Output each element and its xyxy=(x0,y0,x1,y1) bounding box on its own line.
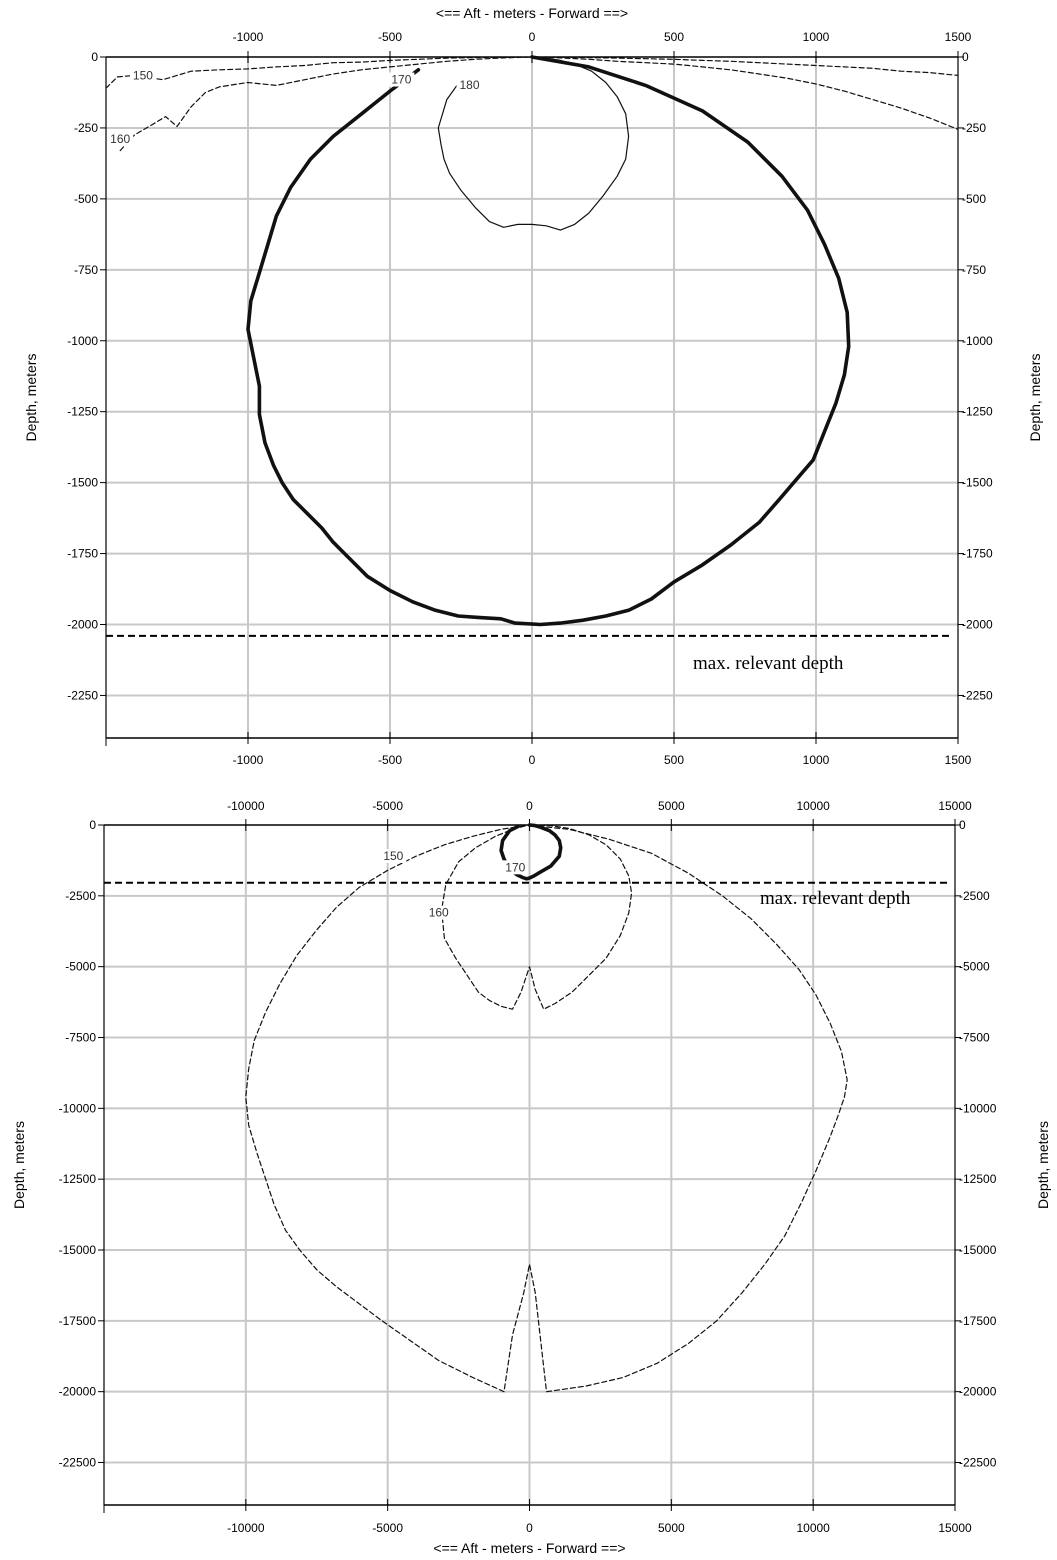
y-tick-label-left: -7500 xyxy=(65,1031,96,1045)
y-tick-label-right: -1000 xyxy=(962,334,993,348)
x-tick-label-top: 1000 xyxy=(803,30,830,44)
y-tick-label-right: -17500 xyxy=(959,1314,997,1328)
contour-label-180: 180 xyxy=(460,78,480,92)
contour-line-160 xyxy=(441,824,633,1010)
contour-label-bg-170 xyxy=(502,860,529,875)
contour-label-bg-170 xyxy=(388,72,415,87)
x-tick-label-top: 10000 xyxy=(796,799,830,813)
contour-line-170 xyxy=(499,823,563,881)
x-tick-label-bottom: -5000 xyxy=(372,1521,403,1535)
y-tick-label-left: -10000 xyxy=(59,1101,97,1115)
y-axis-title-left: Depth, meters xyxy=(11,1121,27,1209)
y-tick-label-left: -1500 xyxy=(67,476,98,490)
y-tick-label-right: -15000 xyxy=(959,1243,997,1257)
contour-label-bg-150 xyxy=(129,68,156,83)
bottom-panel: -10000 -10000 -5000 -5000 0 0 5000 5000 10000 100… xyxy=(11,799,1051,1556)
contour-label-150: 150 xyxy=(383,849,403,863)
x-tick-label-top: 0 xyxy=(529,30,536,44)
x-axis-title-bottom: <== Aft - meters - Forward ==> xyxy=(433,1540,625,1556)
x-tick-label-bottom: 0 xyxy=(526,1521,533,1535)
y-tick-label-right: -1250 xyxy=(962,405,993,419)
contour-label-170: 170 xyxy=(391,73,411,87)
x-tick-label-top: -10000 xyxy=(227,799,265,813)
contour-line-180 xyxy=(437,56,630,231)
x-tick-label-top: 0 xyxy=(526,799,533,813)
y-tick-label-left: -250 xyxy=(74,121,98,135)
x-tick-label-bottom: 10000 xyxy=(796,1521,830,1535)
contour-line-160 xyxy=(119,56,958,152)
contour-label-bg-150 xyxy=(380,849,407,863)
y-tick-label-right: -1500 xyxy=(962,476,993,490)
y-tick-label-right: -750 xyxy=(962,263,986,277)
y-tick-label-right: -250 xyxy=(962,121,986,135)
y-tick-label-left: -17500 xyxy=(59,1314,97,1328)
contour-line-150 xyxy=(245,825,848,1393)
y-tick-label-right: -2000 xyxy=(962,618,993,632)
contour-label-150: 150 xyxy=(133,68,153,82)
x-tick-label-bottom: 500 xyxy=(664,753,684,767)
x-tick-label-bottom: 5000 xyxy=(658,1521,685,1535)
y-tick-label-right: -2250 xyxy=(962,688,993,702)
y-tick-label-left: -22500 xyxy=(59,1456,97,1470)
y-tick-label-left: -750 xyxy=(74,263,98,277)
y-tick-label-right: -500 xyxy=(962,192,986,206)
y-tick-label-left: -5000 xyxy=(65,960,96,974)
max-relevant-depth-label: max. relevant depth xyxy=(760,888,911,909)
y-tick-label-left: -2250 xyxy=(67,688,98,702)
x-tick-label-top: -5000 xyxy=(372,799,403,813)
y-tick-label-left: -1250 xyxy=(67,405,98,419)
x-tick-label-top: -1000 xyxy=(233,30,264,44)
x-tick-label-top: 15000 xyxy=(938,799,972,813)
x-axis-title-top: <== Aft - meters - Forward ==> xyxy=(436,5,628,21)
y-axis-title-right: Depth, meters xyxy=(1035,1121,1051,1209)
y-axis-title-right: Depth, meters xyxy=(1027,354,1043,442)
contour-label-bg-160 xyxy=(107,132,134,147)
top-panel: -1000-1000-500-5000050050010001000150015… xyxy=(23,5,1043,767)
x-tick-label-bottom: 1000 xyxy=(803,753,830,767)
contour-label-bg-160 xyxy=(425,905,452,920)
x-tick-label-top: -500 xyxy=(378,30,402,44)
y-tick-label-left: -500 xyxy=(74,192,98,206)
contour-line-170 xyxy=(246,55,851,627)
x-tick-label-bottom: 1500 xyxy=(945,753,972,767)
y-tick-label-right: -20000 xyxy=(959,1385,997,1399)
x-tick-label-top: 500 xyxy=(664,30,684,44)
x-tick-label-bottom: -500 xyxy=(378,753,402,767)
y-tick-label-right: -10000 xyxy=(959,1101,997,1115)
contour-label-bg-180 xyxy=(456,78,483,93)
y-tick-label-right: -1750 xyxy=(962,547,993,561)
contour-label-160: 160 xyxy=(110,132,130,146)
x-tick-label-bottom: 15000 xyxy=(938,1521,972,1535)
y-tick-label-right: 0 xyxy=(959,818,966,832)
y-tick-label-right: -22500 xyxy=(959,1456,997,1470)
y-tick-label-left: 0 xyxy=(89,818,96,832)
y-tick-label-left: -20000 xyxy=(59,1385,97,1399)
y-tick-label-right: 0 xyxy=(962,50,969,64)
y-tick-label-left: -2500 xyxy=(65,889,96,903)
contour-label-170: 170 xyxy=(505,860,525,874)
series-group xyxy=(245,823,848,1393)
x-tick-label-top: 1500 xyxy=(945,30,972,44)
max-relevant-depth-label: max. relevant depth xyxy=(693,653,844,674)
y-tick-label-left: -15000 xyxy=(59,1243,97,1257)
y-tick-label-left: -1750 xyxy=(67,547,98,561)
y-tick-label-left: -2000 xyxy=(67,618,98,632)
y-axis-title-left: Depth, meters xyxy=(23,354,39,442)
y-tick-label-left: -1000 xyxy=(67,334,98,348)
y-tick-label-right: -2500 xyxy=(959,889,990,903)
y-tick-label-left: -12500 xyxy=(59,1172,97,1186)
x-tick-label-bottom: -1000 xyxy=(233,753,264,767)
x-tick-label-top: 5000 xyxy=(658,799,685,813)
x-tick-label-bottom: -10000 xyxy=(227,1521,265,1535)
series-group xyxy=(106,55,958,627)
y-tick-label-right: -5000 xyxy=(959,960,990,974)
contour-label-160: 160 xyxy=(429,906,449,920)
y-tick-label-left: 0 xyxy=(91,50,98,64)
y-tick-label-right: -12500 xyxy=(959,1172,997,1186)
y-tick-label-right: -7500 xyxy=(959,1031,990,1045)
x-tick-label-bottom: 0 xyxy=(529,753,536,767)
